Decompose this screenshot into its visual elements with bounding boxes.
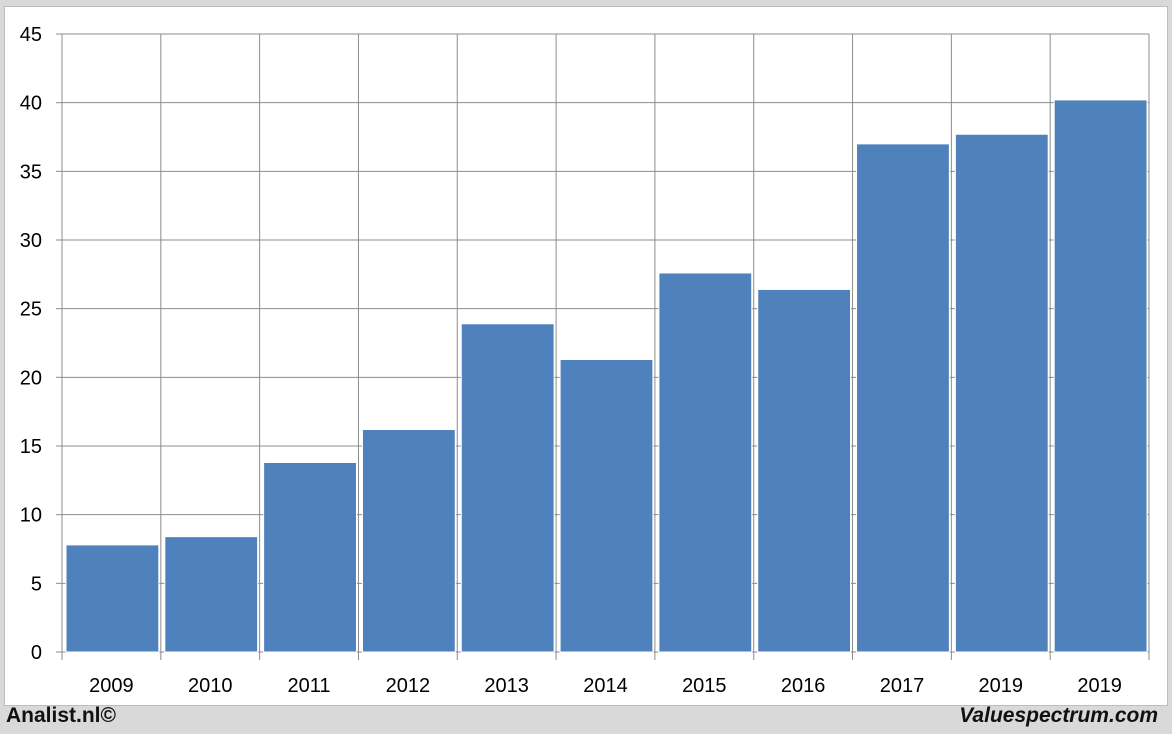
y-tick-label: 15 xyxy=(20,436,42,458)
bar-3 xyxy=(361,429,456,653)
bar-8 xyxy=(856,143,950,653)
y-axis-ticks: 0 5 10 15 20 25 30 35 40 45 xyxy=(20,24,42,664)
x-tick-label: 2009 xyxy=(89,675,134,697)
x-tick-label: 2019 xyxy=(1077,675,1122,697)
y-tick-label: 10 xyxy=(20,505,42,527)
bar-6 xyxy=(658,272,753,653)
x-tick-label: 2011 xyxy=(288,675,331,697)
bar-4 xyxy=(460,323,555,653)
x-tick-label: 2017 xyxy=(880,675,925,697)
x-axis-ticks: 2009 2010 2011 2012 2013 2014 2015 2016 2017 2019… xyxy=(89,675,1122,697)
bar-1 xyxy=(164,536,259,653)
y-tick-label: 35 xyxy=(20,161,42,183)
bar-5 xyxy=(559,358,654,653)
footer-source-right: Valuespectrum.com xyxy=(959,704,1158,727)
bar-10 xyxy=(1053,99,1148,653)
x-tick-label: 2013 xyxy=(484,675,529,697)
x-tick-label: 2015 xyxy=(682,675,727,697)
x-tick-label: 2016 xyxy=(781,675,826,697)
bar-2 xyxy=(263,461,357,653)
x-tick-label: 2010 xyxy=(188,675,233,697)
bar-0 xyxy=(65,544,160,653)
x-tick-label: 2019 xyxy=(979,675,1024,697)
x-tick-label: 2012 xyxy=(386,675,431,697)
y-tick-label: 30 xyxy=(20,230,42,252)
bar-9 xyxy=(954,133,1049,653)
bars xyxy=(65,99,1148,653)
y-tick-label: 40 xyxy=(20,93,42,115)
y-tick-label: 45 xyxy=(20,24,42,46)
y-tick-label: 0 xyxy=(31,642,42,664)
y-tick-label: 5 xyxy=(31,573,42,595)
y-tick-label: 25 xyxy=(20,299,42,321)
footer-source-left: Analist.nl© xyxy=(6,704,116,727)
bar-7 xyxy=(757,288,852,653)
x-tick-label: 2014 xyxy=(583,675,628,697)
y-tick-label: 20 xyxy=(20,367,42,389)
